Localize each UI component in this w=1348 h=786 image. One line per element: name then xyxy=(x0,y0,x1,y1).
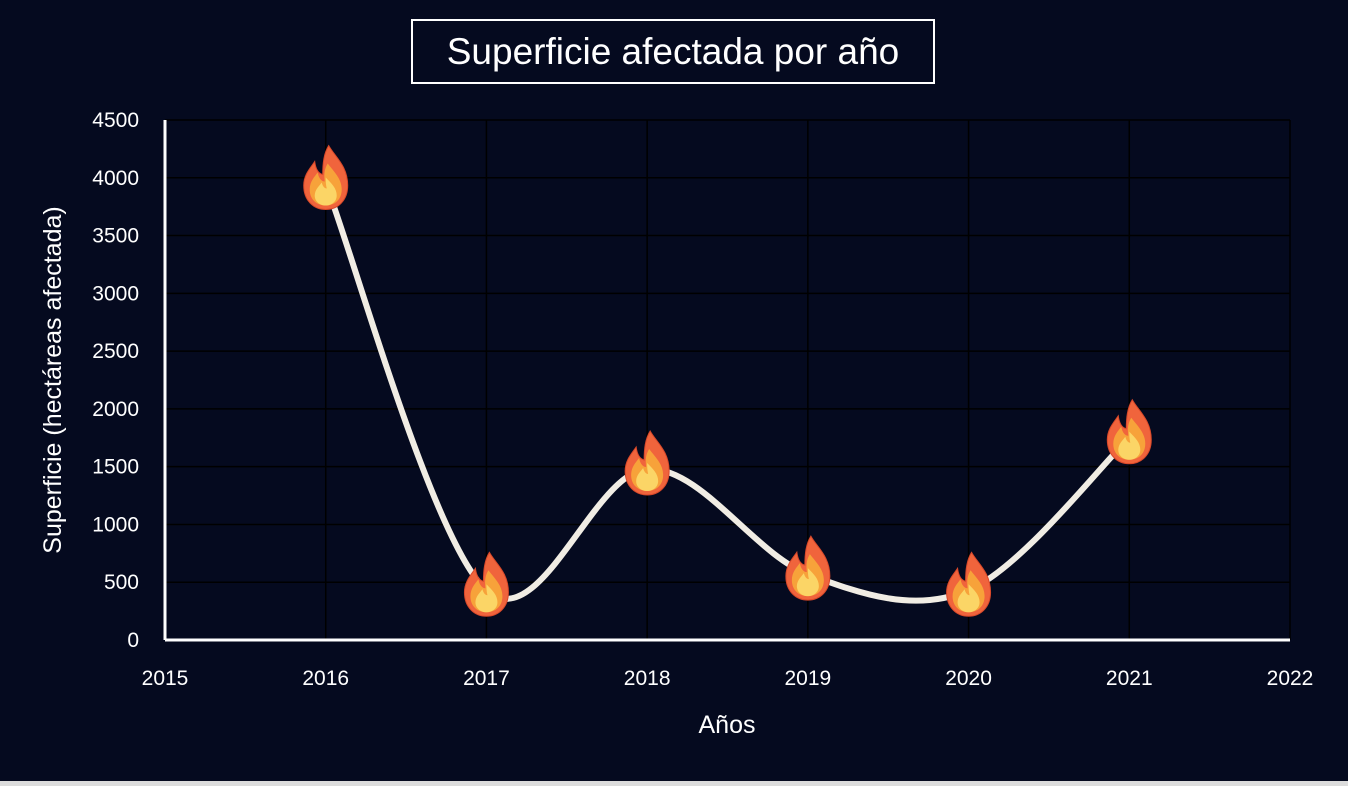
y-tick-label: 4000 xyxy=(92,167,139,190)
x-axis-label: Años xyxy=(699,711,756,739)
markers xyxy=(303,144,1152,617)
x-tick-label: 2015 xyxy=(142,667,189,690)
y-tick-label: 3000 xyxy=(92,282,139,305)
fire-icon xyxy=(463,551,509,617)
x-tick-label: 2017 xyxy=(463,667,510,690)
axes xyxy=(163,120,1290,642)
chart-title-text: Superficie afectada por año xyxy=(446,30,900,72)
series-line xyxy=(322,180,1133,604)
y-tick-label: 3500 xyxy=(92,225,139,248)
fire-icon xyxy=(624,429,670,496)
x-tick-label: 2022 xyxy=(1267,667,1314,690)
y-axis-label: Superficie (hectáreas afectada) xyxy=(39,206,67,553)
y-tick-label: 4500 xyxy=(92,109,139,132)
gridlines xyxy=(165,119,1291,640)
y-tick-label: 500 xyxy=(104,571,139,594)
x-tick-label: 2018 xyxy=(624,667,671,690)
tick-labels: 0 500 1000 1500 2000 2500 3000 3500 4000 4500 2015… xyxy=(92,109,1313,690)
y-tick-label: 1000 xyxy=(92,513,139,536)
series xyxy=(322,180,1133,604)
fire-icon xyxy=(1106,398,1152,465)
fire-icon xyxy=(946,551,992,617)
y-tick-label: 0 xyxy=(127,629,139,652)
y-tick-label: 2000 xyxy=(92,398,139,421)
y-tick-label: 2500 xyxy=(92,340,139,363)
x-tick-label: 2020 xyxy=(945,667,992,690)
fire-icon xyxy=(303,144,349,211)
x-tick-label: 2021 xyxy=(1106,667,1153,690)
fire-icon xyxy=(785,535,831,601)
x-tick-label: 2019 xyxy=(784,667,831,690)
x-tick-label: 2016 xyxy=(302,667,349,690)
bottom-border xyxy=(0,781,1348,786)
y-tick-label: 1500 xyxy=(92,456,139,479)
chart-title: Superficie afectada por año xyxy=(411,19,935,84)
